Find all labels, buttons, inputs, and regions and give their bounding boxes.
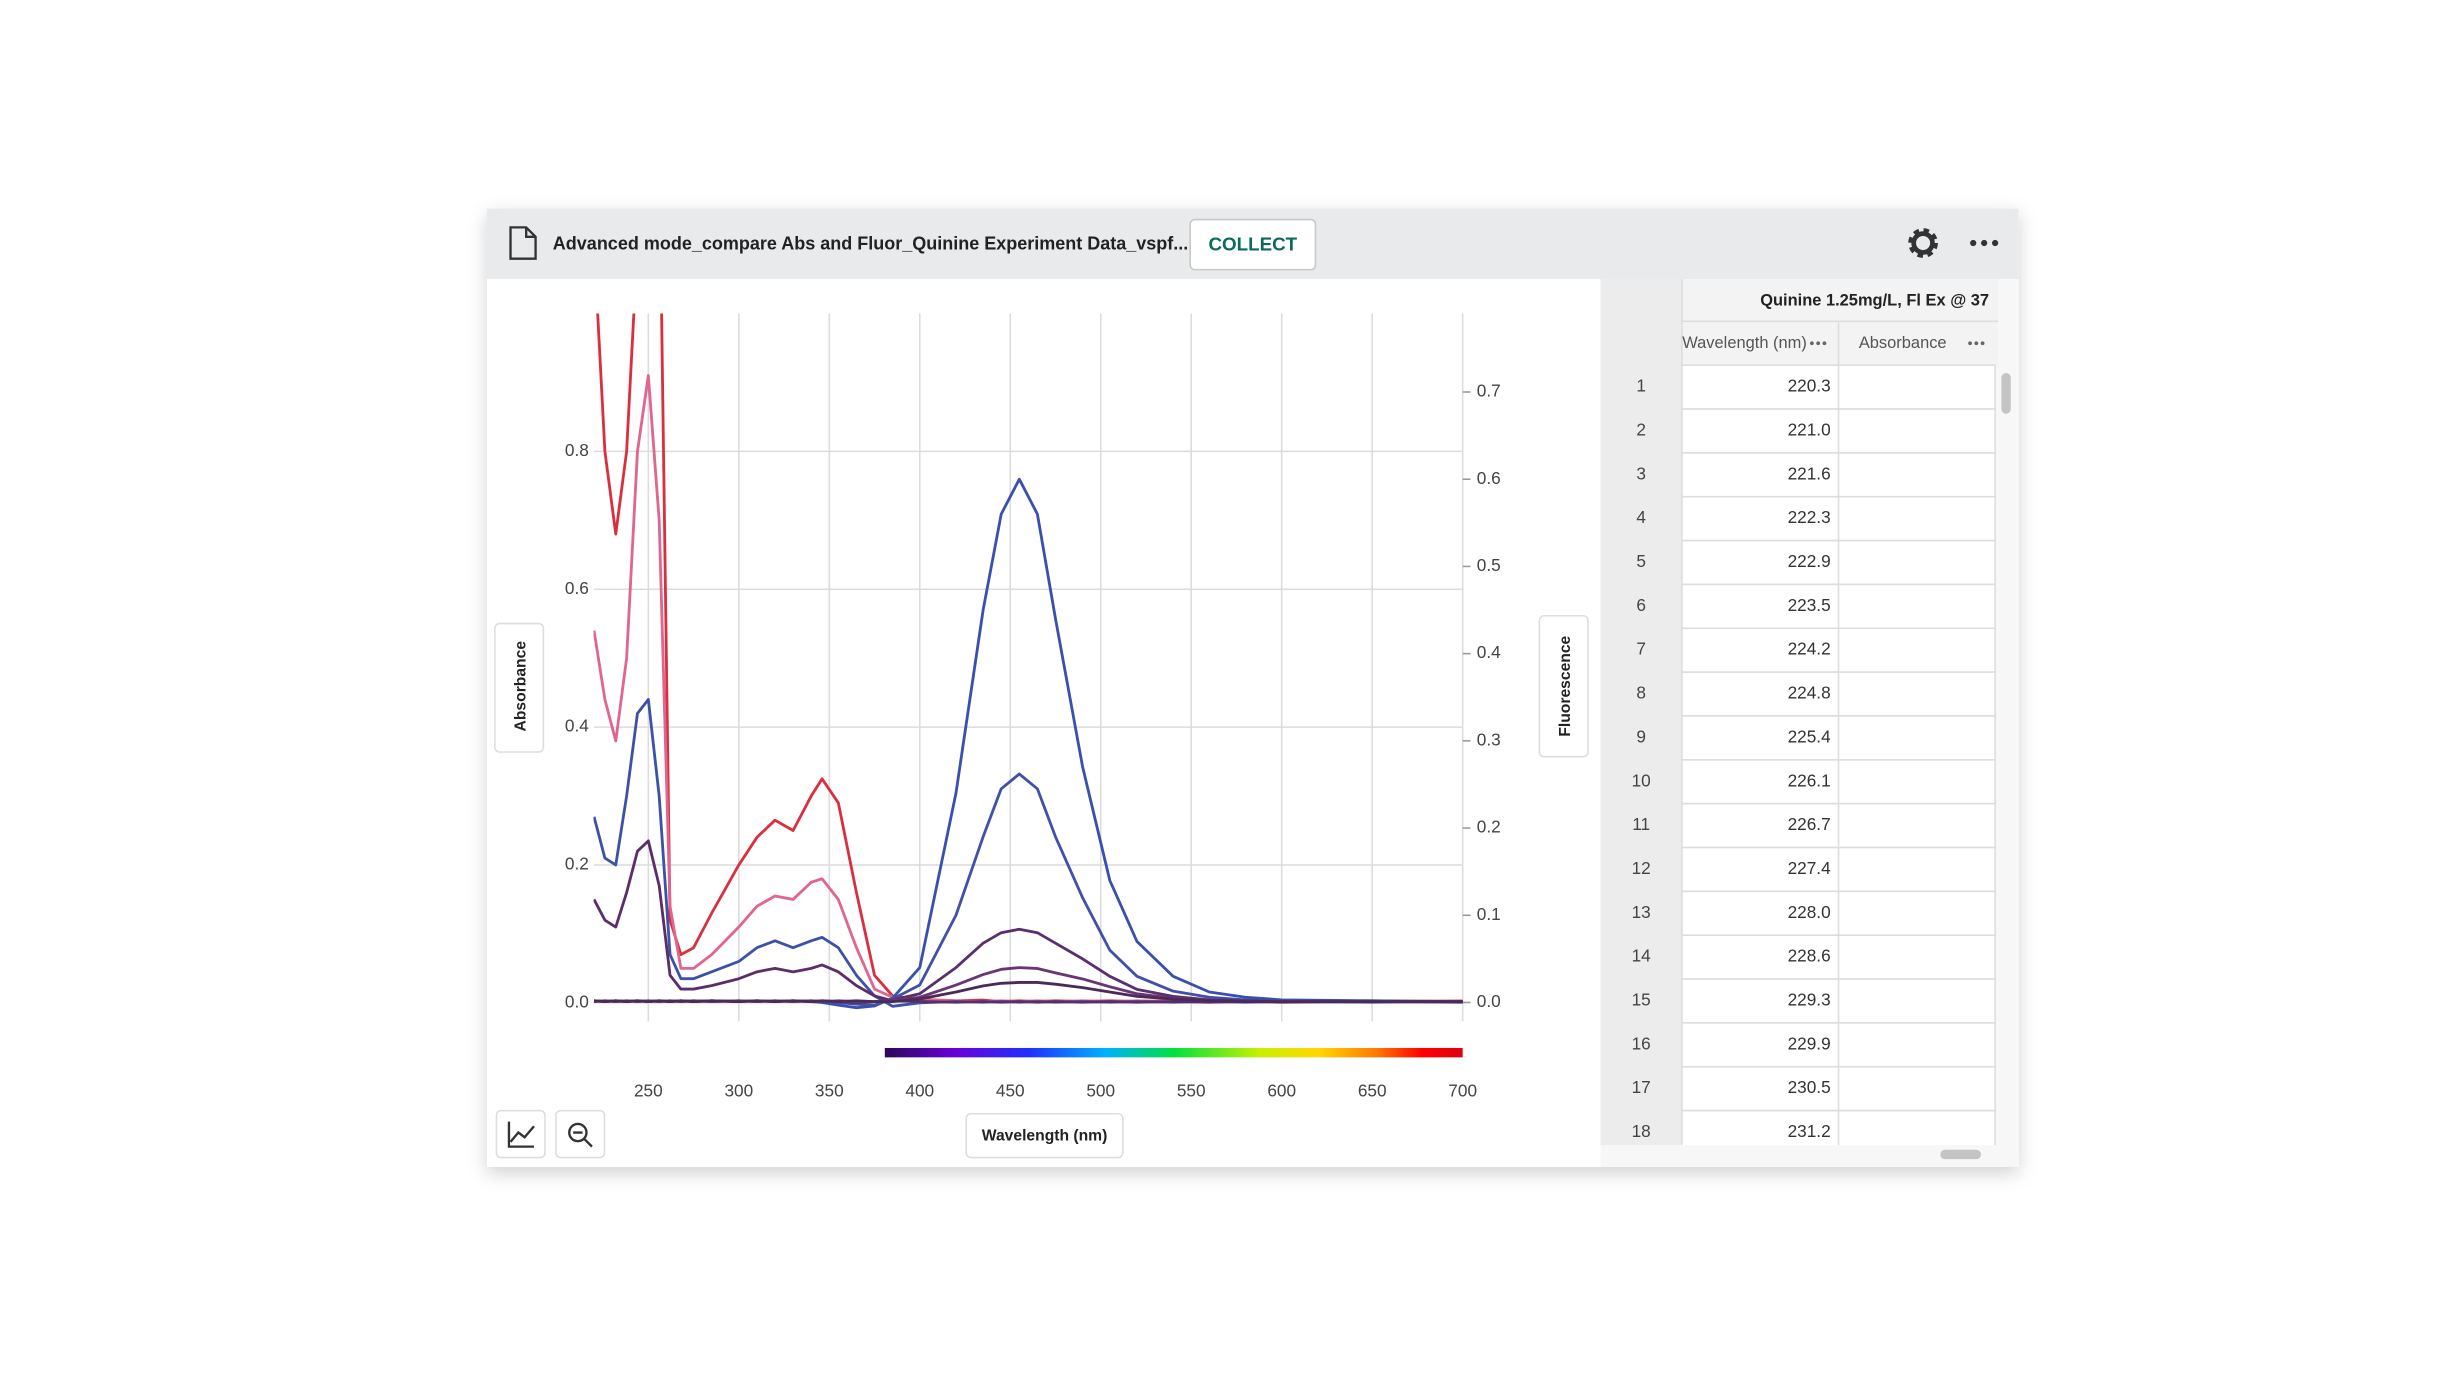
cell-value: 227.4 xyxy=(1788,858,1832,878)
cell-value: 229.9 xyxy=(1788,1033,1831,1053)
cell-value: 228.0 xyxy=(1788,902,1831,922)
y2-axis-title: Fluorescence xyxy=(1557,635,1574,736)
x-tick-label: 550 xyxy=(1177,1080,1206,1100)
series-line xyxy=(593,981,1463,1004)
y2-tick-label: 0.5 xyxy=(1477,555,1501,575)
x-tick-label: 400 xyxy=(905,1080,934,1100)
x-tick-label: 600 xyxy=(1267,1080,1296,1100)
series-line xyxy=(593,839,1463,1004)
x-axis-title: Wavelength (nm) xyxy=(982,1128,1108,1145)
column-header: Wavelength (nm) xyxy=(1682,333,1807,353)
cell-value: 222.3 xyxy=(1788,507,1831,527)
settings-button[interactable] xyxy=(1908,228,1938,258)
y-tick-label: 0.4 xyxy=(565,716,589,736)
row-index: 16 xyxy=(1632,1033,1651,1053)
row-index: 6 xyxy=(1636,595,1646,615)
y2-tick-label: 0.7 xyxy=(1477,381,1501,401)
row-index: 11 xyxy=(1632,814,1650,834)
row-index: 9 xyxy=(1636,726,1646,746)
row-index: 12 xyxy=(1632,858,1651,878)
x-tick-label: 300 xyxy=(724,1080,753,1100)
row-index: 14 xyxy=(1632,946,1652,966)
y2-axis-title-box: Fluorescence xyxy=(1538,614,1589,758)
y-tick-label: 0.8 xyxy=(565,440,589,460)
y-tick-label: 0.2 xyxy=(565,854,589,874)
file-title: Advanced mode_compare Abs and Fluor_Quin… xyxy=(553,233,1189,253)
y2-tick-label: 0.3 xyxy=(1477,729,1501,749)
row-index: 18 xyxy=(1632,1121,1651,1141)
x-tick-label: 350 xyxy=(815,1080,844,1100)
y2-tick-label: 0.6 xyxy=(1477,468,1501,488)
row-index: 10 xyxy=(1632,770,1651,790)
row-index: 3 xyxy=(1636,463,1646,483)
row-index: 15 xyxy=(1632,990,1651,1010)
graph-options-button[interactable] xyxy=(495,1109,546,1159)
x-axis-title-box: Wavelength (nm) xyxy=(965,1112,1124,1159)
cell-value: 224.2 xyxy=(1788,639,1831,659)
cell-value: 229.3 xyxy=(1788,990,1831,1010)
row-index: 5 xyxy=(1636,551,1646,571)
row-index: 7 xyxy=(1636,639,1646,659)
y2-tick-label: 0.1 xyxy=(1477,904,1501,924)
y-axis-title: Absorbance xyxy=(513,641,530,732)
y-tick-label: 0.6 xyxy=(565,578,589,598)
column-header: Absorbance xyxy=(1858,333,1947,353)
column-header-text: Wavelength (nm) xyxy=(1682,333,1807,353)
cell-value: 224.8 xyxy=(1788,683,1831,703)
cell-value: 221.0 xyxy=(1788,420,1831,440)
row-index: 17 xyxy=(1632,1077,1651,1097)
y-tick-label: 0.0 xyxy=(565,991,589,1011)
cell-value: 228.6 xyxy=(1788,946,1831,966)
column-menu[interactable] xyxy=(1810,341,1827,346)
cell-value: 221.6 xyxy=(1788,463,1831,483)
row-index: 4 xyxy=(1636,507,1646,527)
collect-button[interactable]: COLLECT xyxy=(1189,218,1317,271)
cell-value: 226.7 xyxy=(1788,814,1831,834)
cell-value: 223.5 xyxy=(1788,595,1831,615)
row-index: 2 xyxy=(1636,420,1646,440)
cell-value: 226.1 xyxy=(1788,770,1831,790)
y2-tick-label: 0.4 xyxy=(1477,642,1501,662)
row-index-column xyxy=(1600,279,1682,1146)
cell-value: 231.2 xyxy=(1788,1121,1831,1141)
cell-value: 225.4 xyxy=(1788,726,1832,746)
row-index: 8 xyxy=(1636,683,1646,703)
zoom-button[interactable] xyxy=(555,1109,606,1159)
cell-value: 222.9 xyxy=(1788,551,1831,571)
cell-value: 220.3 xyxy=(1788,376,1831,396)
more-button[interactable] xyxy=(1970,239,1999,247)
table-title: Quinine 1.25mg/L, Fl Ex @ 37 xyxy=(1760,291,1989,309)
y-axis-title-box: Absorbance xyxy=(494,622,545,753)
x-tick-label: 650 xyxy=(1358,1080,1387,1100)
spectrum-bar xyxy=(884,1047,1463,1058)
column-header-text: Absorbance xyxy=(1858,333,1947,353)
column-menu[interactable] xyxy=(1968,341,1985,346)
vertical-scrollbar[interactable] xyxy=(2001,373,2011,414)
x-tick-label: 700 xyxy=(1448,1080,1477,1100)
row-index: 13 xyxy=(1632,902,1651,922)
x-tick-label: 500 xyxy=(1086,1080,1115,1100)
collect-label[interactable]: COLLECT xyxy=(1208,233,1297,254)
row-index: 1 xyxy=(1636,376,1646,396)
file-icon xyxy=(509,226,537,260)
x-tick-label: 250 xyxy=(634,1080,663,1100)
x-tick-label: 450 xyxy=(996,1080,1025,1100)
horizontal-scrollbar[interactable] xyxy=(1940,1149,1982,1160)
cell-value: 230.5 xyxy=(1788,1077,1831,1097)
y2-tick-label: 0.0 xyxy=(1477,991,1501,1011)
y2-tick-label: 0.2 xyxy=(1477,817,1501,837)
